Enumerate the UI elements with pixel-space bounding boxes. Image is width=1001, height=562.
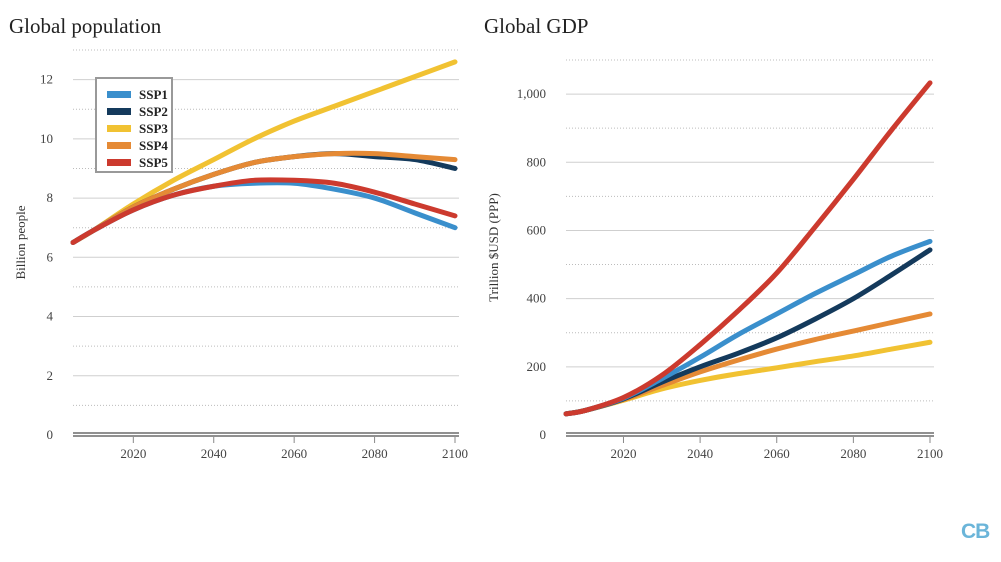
legend-swatch-ssp5 xyxy=(107,159,131,166)
carbon-brief-logo: CB xyxy=(961,520,990,543)
gdp-xtick-label: 2040 xyxy=(687,446,713,461)
chart-legend: SSP1 SSP2 SSP3 SSP4 SSP5 xyxy=(95,77,173,173)
population-ytick-label: 8 xyxy=(47,190,54,205)
legend-label-ssp1: SSP1 xyxy=(139,86,168,102)
population-y-axis-title: Billion people xyxy=(13,205,28,279)
gdp-xtick-label: 2080 xyxy=(840,446,866,461)
legend-item-ssp1: SSP1 xyxy=(107,86,171,103)
legend-label-ssp4: SSP4 xyxy=(139,137,168,153)
legend-label-ssp3: SSP3 xyxy=(139,120,168,136)
population-ytick-label: 2 xyxy=(47,368,54,383)
population-ytick-label: 6 xyxy=(47,249,54,264)
population-xtick-label: 2020 xyxy=(120,446,146,461)
legend-item-ssp2: SSP2 xyxy=(107,103,171,120)
gdp-ytick-label: 600 xyxy=(527,222,547,237)
gdp-series-ssp3 xyxy=(563,339,933,417)
population-ytick-label: 10 xyxy=(40,131,53,146)
legend-label-ssp5: SSP5 xyxy=(139,154,168,170)
gdp-ytick-label: 800 xyxy=(527,154,547,169)
gdp-chart: 0 200 400 600 800 1,000 2020 2040 2060 2080 2100 Tr… xyxy=(486,59,943,461)
population-xtick-label: 2040 xyxy=(201,446,227,461)
gdp-ytick-label: 400 xyxy=(527,291,547,306)
gdp-ytick-label: 0 xyxy=(540,427,547,442)
population-ytick-label: 4 xyxy=(47,309,54,324)
gdp-ytick-label: 200 xyxy=(527,359,547,374)
gdp-series-ssp5 xyxy=(563,80,933,417)
legend-swatch-ssp2 xyxy=(107,108,131,115)
legend-swatch-ssp1 xyxy=(107,91,131,98)
population-ytick-label: 0 xyxy=(47,427,54,442)
legend-item-ssp4: SSP4 xyxy=(107,137,171,154)
population-xtick-label: 2100 xyxy=(442,446,468,461)
population-series-ssp5 xyxy=(70,177,458,245)
gdp-xtick-label: 2060 xyxy=(764,446,790,461)
legend-swatch-ssp4 xyxy=(107,142,131,149)
legend-label-ssp2: SSP2 xyxy=(139,103,168,119)
legend-item-ssp3: SSP3 xyxy=(107,120,171,137)
population-ytick-label: 12 xyxy=(40,72,53,87)
population-chart-title: Global population xyxy=(9,14,162,38)
gdp-xtick-label: 2100 xyxy=(917,446,943,461)
population-xtick-label: 2080 xyxy=(362,446,388,461)
gdp-chart-title: Global GDP xyxy=(484,14,589,38)
gdp-xtick-label: 2020 xyxy=(610,446,636,461)
legend-swatch-ssp3 xyxy=(107,125,131,132)
population-xtick-label: 2060 xyxy=(281,446,307,461)
gdp-ytick-label: 1,000 xyxy=(517,86,546,101)
gdp-y-axis-title: Trillion $USD (PPP) xyxy=(486,193,501,302)
population-chart: 0 2 4 6 8 10 12 2020 2040 2060 2080 2100 Billion peo… xyxy=(13,49,468,461)
legend-item-ssp5: SSP5 xyxy=(107,154,171,171)
